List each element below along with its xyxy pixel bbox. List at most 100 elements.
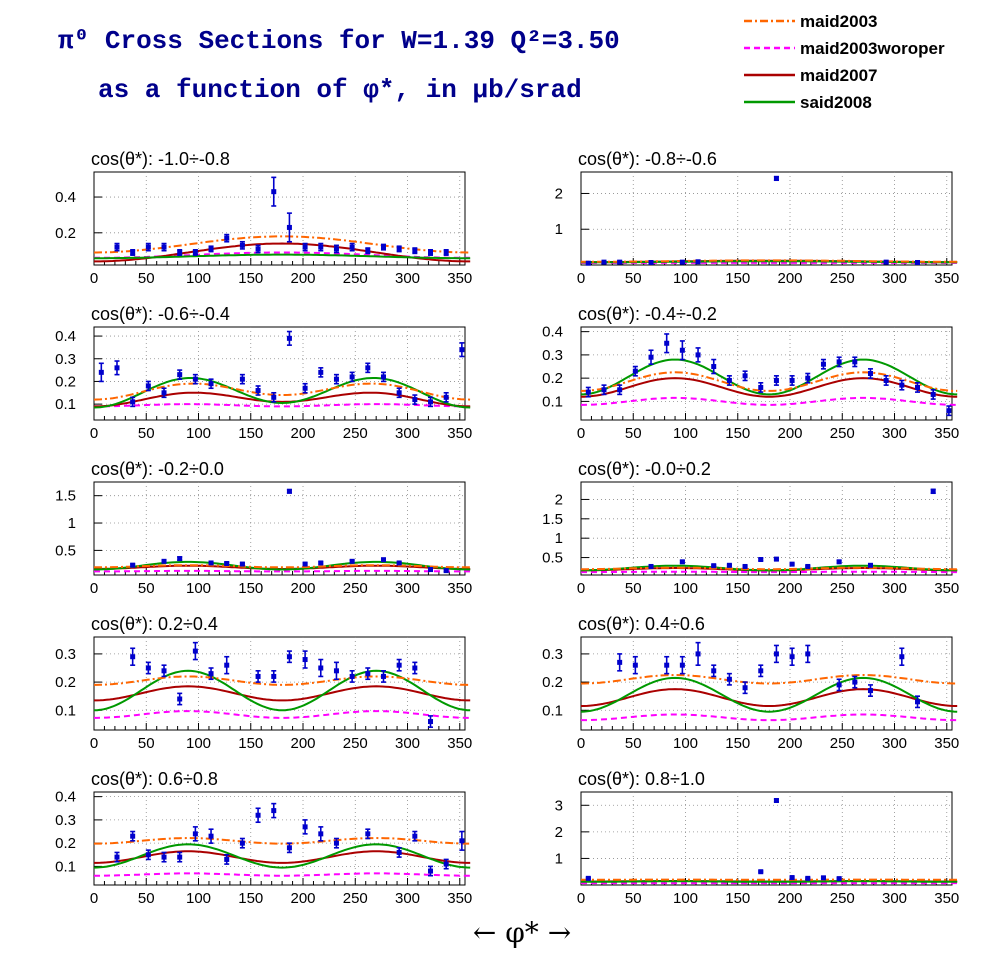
- curve-maid2007: [580, 377, 958, 398]
- data-point: [758, 557, 764, 562]
- data-marker: [758, 557, 764, 562]
- x-tick-label: 300: [882, 580, 907, 597]
- data-point: [443, 248, 449, 256]
- data-marker: [443, 249, 449, 255]
- data-marker: [271, 394, 277, 400]
- data-point: [883, 259, 889, 265]
- data-point: [679, 655, 685, 675]
- curve-maid2003woroper: [94, 569, 471, 573]
- data-point: [208, 245, 214, 253]
- data-point: [789, 647, 795, 666]
- curve-said2008: [94, 560, 471, 571]
- data-point: [177, 248, 183, 256]
- data-marker: [380, 557, 386, 563]
- data-marker: [396, 662, 402, 668]
- data-marker: [365, 248, 371, 254]
- x-tick-label: 300: [882, 270, 907, 287]
- data-point: [239, 561, 245, 567]
- data-points: [617, 641, 921, 709]
- x-tick-label: 200: [290, 735, 315, 752]
- data-point: [130, 562, 136, 568]
- y-tick-label: 0.2: [55, 373, 76, 390]
- data-marker: [145, 383, 151, 389]
- data-point: [789, 875, 795, 881]
- data-marker: [396, 849, 402, 855]
- data-marker: [601, 387, 607, 393]
- data-marker: [333, 668, 339, 674]
- x-tick-label: 250: [830, 890, 855, 907]
- curve-maid2003: [581, 371, 958, 392]
- data-point: [742, 370, 748, 382]
- data-marker: [255, 246, 261, 252]
- panel-8: cos(θ*): 0.4÷0.6 0 50 100 150 200 250 300 350 0.1…: [542, 614, 959, 752]
- x-tick-label: 100: [673, 890, 698, 907]
- plot-frame: [93, 481, 466, 576]
- data-point: [271, 670, 277, 683]
- data-marker: [758, 869, 764, 875]
- y-tick-label: 2: [555, 185, 563, 202]
- data-marker: [286, 845, 292, 851]
- data-point: [302, 382, 308, 394]
- model-curves: [580, 673, 958, 722]
- x-tick-label: 50: [138, 580, 155, 597]
- x-tick-label: 100: [673, 425, 698, 442]
- data-point: [946, 405, 952, 417]
- data-marker: [318, 560, 324, 566]
- data-point: [711, 664, 717, 678]
- x-tick-label: 150: [725, 735, 750, 752]
- x-tick-label: 300: [882, 735, 907, 752]
- data-marker: [208, 671, 214, 677]
- data-marker: [333, 376, 339, 382]
- x-tick-label: 200: [290, 580, 315, 597]
- data-marker: [867, 562, 873, 568]
- data-point: [679, 259, 685, 265]
- data-marker: [318, 244, 324, 250]
- data-point: [679, 340, 685, 361]
- data-point: [380, 243, 386, 251]
- y-tick-label: 0.2: [55, 225, 76, 242]
- data-point: [585, 875, 591, 881]
- data-marker: [695, 259, 701, 265]
- curve-maid2007: [581, 688, 958, 707]
- data-point: [177, 692, 183, 706]
- data-marker: [208, 833, 214, 839]
- data-marker: [428, 399, 434, 405]
- data-point: [365, 828, 371, 840]
- curve-maid2003: [581, 566, 958, 571]
- data-marker: [302, 657, 308, 663]
- data-marker: [648, 259, 654, 265]
- data-point: [380, 557, 386, 563]
- data-point: [412, 394, 418, 405]
- data-marker: [208, 560, 214, 566]
- data-point: [192, 373, 198, 385]
- data-point: [758, 869, 764, 875]
- data-point: [239, 373, 245, 385]
- data-marker: [883, 259, 889, 265]
- data-marker: [915, 259, 921, 265]
- data-marker: [130, 833, 136, 839]
- data-marker: [601, 259, 607, 265]
- y-tick-label: 0.2: [55, 835, 76, 852]
- data-point: [271, 391, 277, 403]
- data-point: [286, 650, 292, 664]
- data-point: [98, 362, 104, 383]
- data-marker: [930, 488, 936, 494]
- data-marker: [130, 249, 136, 255]
- data-point: [805, 372, 811, 384]
- data-marker: [443, 861, 449, 867]
- panel-9: cos(θ*): 0.6÷0.8 0 50 100 150 200 250 300 350 0.1…: [55, 769, 472, 907]
- data-marker: [349, 244, 355, 250]
- data-marker: [177, 372, 183, 378]
- data-point: [302, 242, 308, 252]
- data-marker: [271, 189, 277, 195]
- data-marker: [412, 833, 418, 839]
- data-point: [161, 242, 167, 252]
- data-marker: [271, 808, 277, 814]
- data-marker: [255, 812, 261, 818]
- x-tick-label: 0: [90, 890, 98, 907]
- data-marker: [208, 381, 214, 387]
- data-point: [286, 488, 292, 494]
- data-marker: [255, 673, 261, 679]
- data-point: [224, 853, 230, 865]
- data-point: [601, 384, 607, 396]
